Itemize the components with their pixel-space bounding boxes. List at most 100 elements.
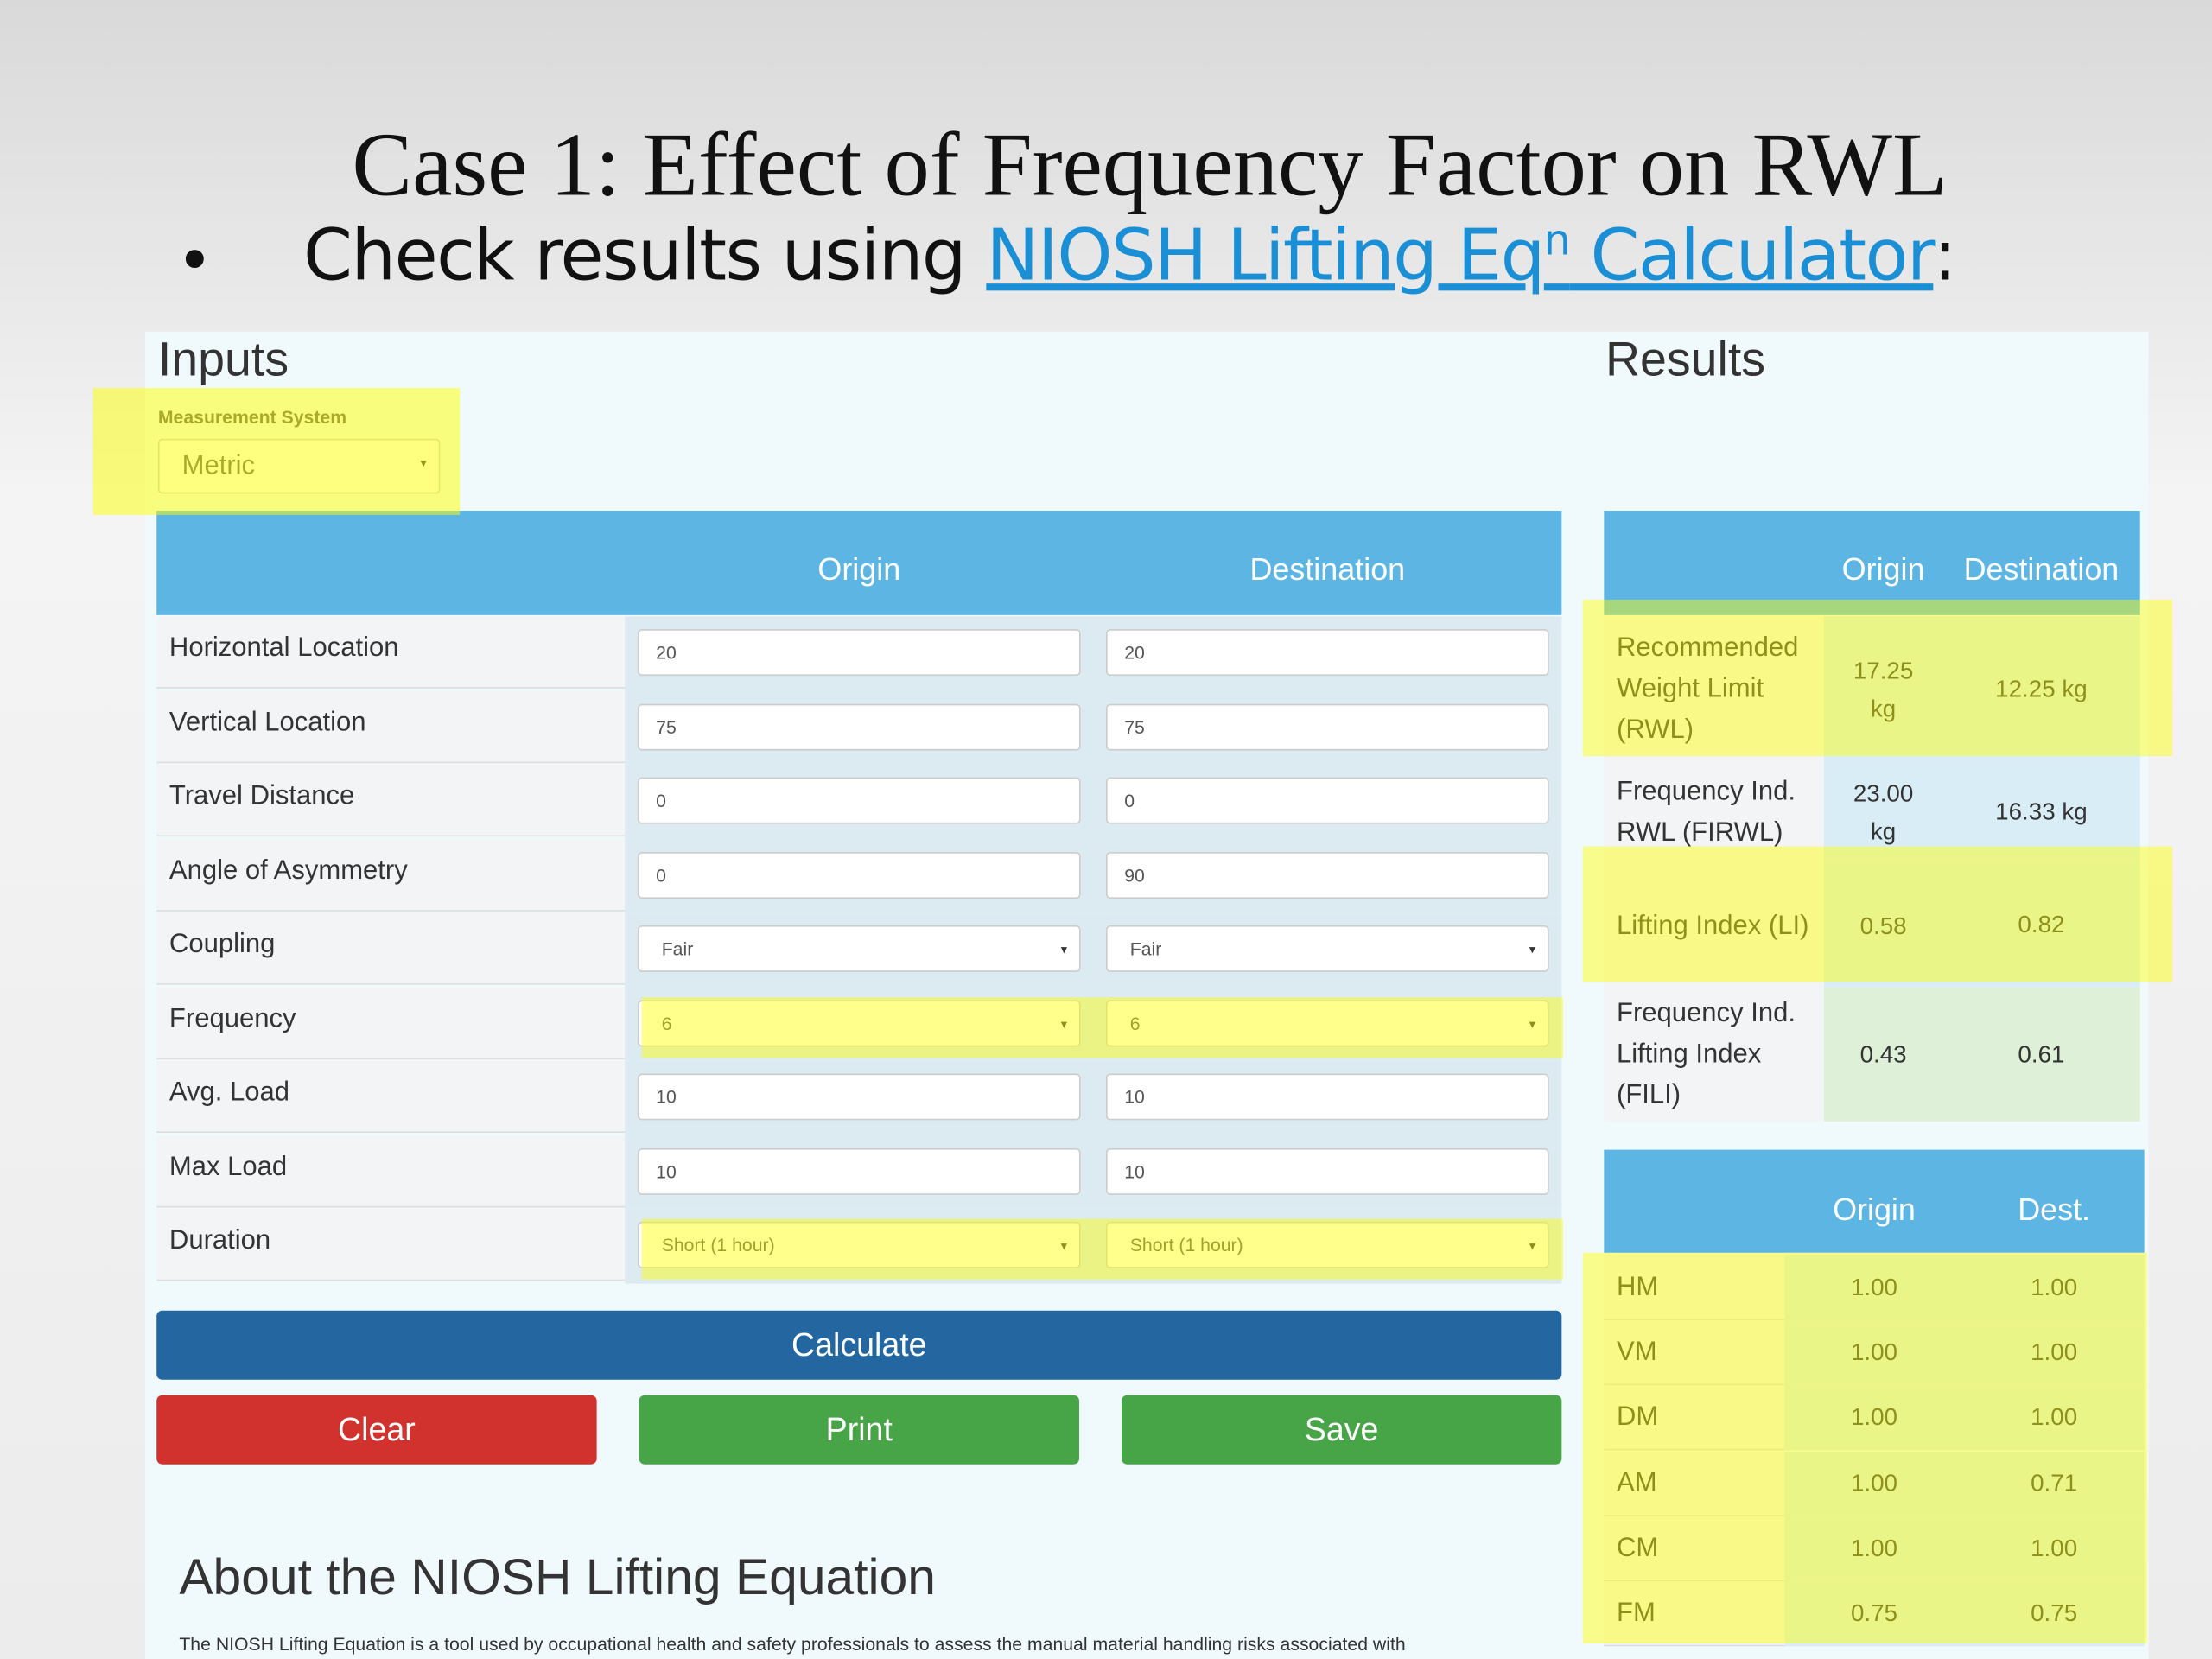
- col-origin: Origin: [1833, 1191, 1916, 1227]
- caret: ▾: [1060, 942, 1068, 957]
- select-field[interactable]: Fair: [637, 925, 1081, 972]
- calculate-button[interactable]: Calculate: [156, 1310, 1562, 1380]
- col-destination: Destination: [1963, 551, 2120, 588]
- select-field[interactable]: 6: [1105, 999, 1549, 1046]
- inputs-header: [156, 511, 1562, 615]
- factor-label-cell: [1604, 1581, 1785, 1647]
- row-label: Horizontal Location: [168, 633, 399, 664]
- row-label-cell: [156, 1060, 626, 1134]
- select-field[interactable]: 6: [637, 999, 1081, 1046]
- factor-origin: 1.00: [1850, 1534, 1897, 1562]
- select-field[interactable]: Short (1 hour): [1105, 1221, 1549, 1268]
- results-header: [1604, 1149, 2145, 1253]
- row-label: Travel Distance: [168, 781, 355, 811]
- result-label-cell: [1604, 616, 1825, 762]
- select-field[interactable]: Fair: [1105, 925, 1549, 972]
- factor-origin: 1.00: [1850, 1274, 1897, 1301]
- clear-button[interactable]: Clear: [156, 1395, 597, 1465]
- input-field[interactable]: 20: [637, 629, 1081, 677]
- result-origin: 0.58: [1859, 912, 1907, 939]
- link-tail[interactable]: Calculator: [1569, 214, 1935, 296]
- bullet-prefix: Check results using: [303, 214, 987, 296]
- factor-label-cell: [1604, 1385, 1785, 1452]
- factor-label: FM: [1617, 1598, 1656, 1629]
- caret: ▾: [1060, 1016, 1068, 1031]
- result-value-cell: [1824, 616, 2140, 762]
- print-button[interactable]: Print: [639, 1395, 1079, 1465]
- bullet-text: Check results using NIOSH Lifting Eqn Ca…: [303, 214, 1957, 296]
- factor-destination: 1.00: [2031, 1404, 2078, 1432]
- input-field[interactable]: 20: [1105, 629, 1549, 677]
- input-field[interactable]: 0: [637, 777, 1081, 824]
- input-field[interactable]: 0: [637, 851, 1081, 899]
- result-destination: 16.33 kg: [1995, 798, 2088, 826]
- highlight: [1582, 846, 2173, 982]
- col-dest: Dest.: [2018, 1191, 2091, 1227]
- highlight: [92, 387, 461, 515]
- result-label: Recommended Weight Limit (RWL): [1617, 633, 1799, 746]
- row-label: Frequency: [168, 1003, 296, 1033]
- input-field[interactable]: 75: [637, 702, 1081, 750]
- factor-value-cell: [1784, 1451, 2145, 1516]
- row-label: Avg. Load: [168, 1077, 290, 1108]
- caret: ▾: [1060, 1238, 1068, 1253]
- col-origin: Origin: [1841, 551, 1925, 588]
- result-label: Frequency Ind. RWL (FIRWL): [1617, 777, 1796, 849]
- caret: ▾: [1529, 1238, 1536, 1253]
- result-label-cell: [1604, 987, 1825, 1122]
- col-origin: Origin: [817, 551, 901, 588]
- save-button[interactable]: Save: [1121, 1395, 1562, 1465]
- input-field[interactable]: 75: [1105, 702, 1549, 750]
- factor-origin: 1.00: [1850, 1469, 1897, 1497]
- result-origin: 0.43: [1859, 1040, 1907, 1068]
- input-field[interactable]: 10: [637, 1147, 1081, 1195]
- select-field[interactable]: Short (1 hour): [637, 1221, 1081, 1268]
- result-label-cell: [1604, 761, 1825, 864]
- factor-origin: 1.00: [1850, 1338, 1897, 1366]
- input-field[interactable]: 10: [1105, 1147, 1549, 1195]
- row-label-cell: [156, 987, 626, 1059]
- link-text[interactable]: NIOSH Lifting Eq: [986, 214, 1545, 296]
- slide-title: Case 1: Effect of Frequency Factor on RW…: [352, 114, 1948, 215]
- col-destination: Destination: [1249, 551, 1406, 588]
- highlight: [641, 996, 1563, 1058]
- row-label-cell: [156, 912, 626, 985]
- row-label: Angle of Asymmetry: [168, 855, 408, 886]
- factor-origin: 0.75: [1850, 1599, 1897, 1627]
- result-destination: 0.82: [2018, 911, 2065, 938]
- factor-label-cell: [1604, 1451, 1785, 1516]
- result-label-cell: [1604, 863, 1825, 988]
- factor-value-cell: [1784, 1385, 2145, 1452]
- factor-value-cell: [1784, 1516, 2145, 1581]
- highlight: [1582, 1252, 2147, 1644]
- about-text: The NIOSH Lifting Equation is a tool use…: [179, 1633, 1406, 1656]
- row-label-cell: [156, 838, 626, 911]
- result-value-cell: [1824, 987, 2140, 1122]
- input-field[interactable]: 90: [1105, 851, 1549, 899]
- calculator-link[interactable]: NIOSH Lifting Eqn Calculator: [986, 214, 1935, 296]
- factor-label: CM: [1617, 1533, 1659, 1563]
- factor-destination: 0.71: [2031, 1469, 2078, 1497]
- about-heading: About the NIOSH Lifting Equation: [179, 1548, 936, 1605]
- inputs-heading: Inputs: [157, 333, 289, 387]
- highlight: [641, 1218, 1563, 1280]
- row-label: Coupling: [168, 929, 276, 960]
- factor-label: AM: [1617, 1467, 1657, 1498]
- factor-label-cell: [1604, 1255, 1785, 1321]
- result-label: Lifting Index (LI): [1617, 910, 1809, 941]
- result-label: Frequency Ind. Lifting Index (FILI): [1617, 998, 1796, 1110]
- result-value-cell: [1824, 761, 2140, 864]
- factor-value-cell: [1784, 1581, 2145, 1647]
- input-field[interactable]: 10: [637, 1073, 1081, 1121]
- factor-destination: 1.00: [2031, 1534, 2078, 1562]
- result-destination: 12.25 kg: [1995, 675, 2088, 702]
- row-label: Max Load: [168, 1152, 288, 1182]
- factor-origin: 1.00: [1850, 1404, 1897, 1432]
- factor-label: HM: [1617, 1272, 1659, 1302]
- factor-value-cell: [1784, 1255, 2145, 1321]
- input-field[interactable]: 10: [1105, 1073, 1549, 1121]
- row-label-cell: [156, 1135, 626, 1207]
- link-sup[interactable]: n: [1543, 216, 1571, 266]
- input-field[interactable]: 0: [1105, 777, 1549, 824]
